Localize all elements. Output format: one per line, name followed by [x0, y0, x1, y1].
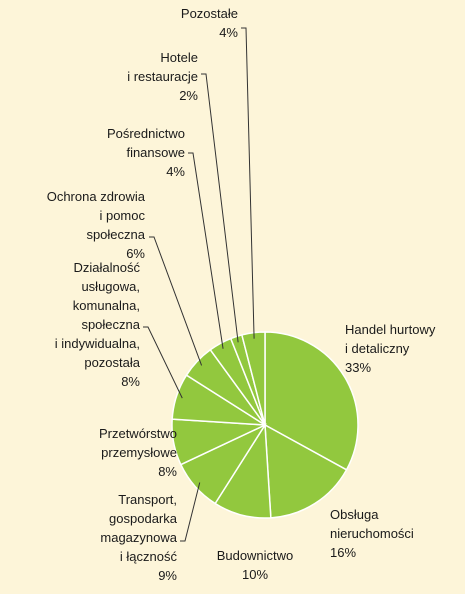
leader-line: [149, 236, 203, 366]
pie-slice: [264, 331, 359, 471]
value-label: 33%: [345, 360, 372, 375]
leader-line: [188, 152, 224, 349]
pie-slice: [240, 331, 266, 426]
leader-line: [201, 73, 239, 343]
value-label: 9%: [158, 568, 177, 583]
leader-line: [180, 482, 201, 542]
value-label: 4%: [166, 164, 185, 179]
slice-label: Ochrona zdrowia i pomoc społeczna: [46, 189, 145, 242]
slice-label: Hotele i restauracje: [127, 50, 198, 84]
value-label: 6%: [126, 246, 145, 261]
slice-label: Pozostałe: [180, 6, 238, 21]
leader-line: [143, 326, 183, 399]
slice-label: Transport, gospodarka magazynowa i łączn…: [100, 492, 177, 564]
slice-label: Handel hurtowy i detaliczny: [345, 322, 436, 356]
pie-slice: [264, 423, 348, 519]
value-label: 8%: [121, 374, 140, 389]
value-label: 8%: [158, 464, 177, 479]
value-label: 10%: [241, 567, 269, 582]
slice-label: Obsługa nieruchomości: [330, 507, 414, 541]
slice-label: Przetwórstwo przemysłowe: [98, 426, 177, 460]
slice-label: Budownictwo: [216, 548, 294, 563]
value-label: 4%: [219, 25, 238, 40]
slice-label: Działalność usługowa, komunalna, społecz…: [54, 260, 140, 370]
value-label: 16%: [330, 545, 357, 560]
leader-line: [241, 27, 255, 339]
value-label: 2%: [179, 88, 198, 103]
slice-label: Pośrednictwo finansowe: [106, 126, 185, 160]
